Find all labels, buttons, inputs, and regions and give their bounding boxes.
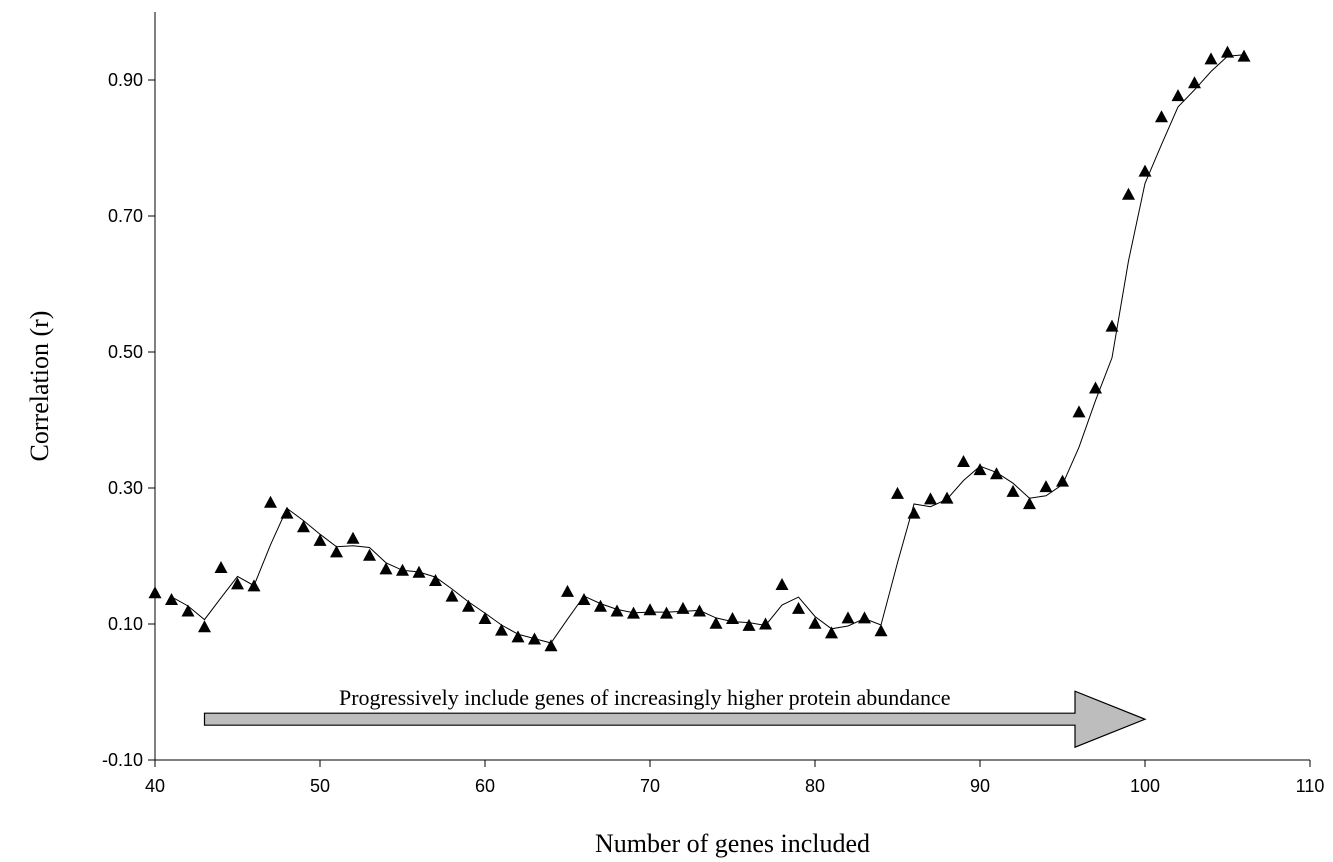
data-point [264, 495, 277, 508]
data-point [858, 611, 871, 624]
y-tick-label: 0.30 [108, 478, 143, 498]
data-point [610, 604, 624, 617]
data-point [198, 620, 211, 633]
x-tick-label: 60 [475, 776, 495, 796]
data-point [462, 599, 475, 612]
data-points [148, 45, 1251, 652]
data-point [891, 486, 904, 499]
data-point [825, 626, 838, 639]
data-point [181, 604, 195, 617]
data-point [561, 584, 574, 597]
y-tick-label: 0.70 [108, 206, 143, 226]
data-point [759, 617, 772, 630]
x-tick-label: 50 [310, 776, 330, 796]
data-point [280, 506, 294, 519]
data-point [1155, 110, 1168, 123]
data-point [478, 612, 492, 625]
data-point [924, 492, 937, 505]
data-point [693, 604, 706, 617]
data-point [1171, 89, 1185, 102]
data-point [792, 601, 805, 614]
data-point [742, 618, 756, 631]
data-point [1204, 52, 1218, 65]
arrow-annotation: Progressively include genes of increasin… [339, 685, 951, 710]
data-point [1089, 381, 1102, 394]
x-axis-title: Number of genes included [595, 829, 870, 858]
data-point [709, 616, 723, 629]
data-point [841, 611, 855, 624]
data-point [957, 454, 970, 467]
x-tick-label: 40 [145, 776, 165, 796]
data-point [973, 463, 987, 476]
data-point [148, 586, 162, 599]
data-point [346, 531, 360, 544]
data-point [594, 599, 607, 612]
data-point [231, 577, 244, 590]
y-axis-title: Correlation (r) [25, 311, 54, 462]
data-point [907, 506, 921, 519]
data-point [643, 603, 657, 616]
data-point [990, 467, 1003, 480]
arrow-shape [203, 690, 1147, 749]
data-point [165, 593, 178, 605]
data-point [495, 623, 508, 636]
data-point [1023, 497, 1036, 510]
data-point [511, 630, 525, 643]
data-point [429, 573, 442, 586]
data-point [445, 589, 459, 602]
data-point [313, 533, 327, 546]
data-point [1039, 480, 1053, 493]
x-tick-label: 110 [1296, 776, 1325, 796]
data-point [940, 491, 954, 504]
data-point [396, 563, 409, 576]
data-point [412, 565, 426, 578]
data-point [330, 545, 343, 558]
ticks: 40 50 60 70 80 90 100 110 -0.10 0.10 0.30 0.50 0.70 0… [102, 70, 1324, 796]
data-point [808, 616, 822, 629]
data-point [1237, 49, 1251, 62]
y-tick-label: 0.10 [108, 614, 143, 634]
data-point [1138, 164, 1152, 177]
data-point [247, 579, 261, 592]
progress-arrow: Progressively include genes of increasin… [203, 685, 1147, 749]
data-point [775, 578, 789, 591]
y-tick-label: 0.90 [108, 70, 143, 90]
data-point [1188, 76, 1201, 89]
data-point [874, 624, 888, 637]
data-point [1122, 187, 1135, 200]
data-point [1221, 45, 1234, 58]
data-point [379, 562, 393, 575]
y-tick-label: -0.10 [102, 750, 143, 770]
y-tick-label: 0.50 [108, 342, 143, 362]
data-point [544, 639, 558, 652]
data-point [627, 606, 640, 619]
data-point [1072, 405, 1086, 418]
data-point [214, 561, 228, 574]
data-point [660, 606, 673, 619]
data-point [363, 548, 376, 561]
axes [154, 12, 1310, 761]
x-tick-label: 80 [805, 776, 825, 796]
trendline [171, 54, 1245, 644]
data-point [1105, 319, 1119, 332]
data-point [1006, 484, 1020, 497]
x-tick-label: 100 [1130, 776, 1160, 796]
x-tick-label: 90 [970, 776, 990, 796]
data-point [726, 612, 739, 625]
data-point [297, 520, 310, 533]
data-point [1056, 474, 1069, 487]
data-point [676, 601, 690, 614]
data-point [528, 632, 541, 645]
data-point [577, 593, 591, 605]
x-tick-label: 70 [640, 776, 660, 796]
